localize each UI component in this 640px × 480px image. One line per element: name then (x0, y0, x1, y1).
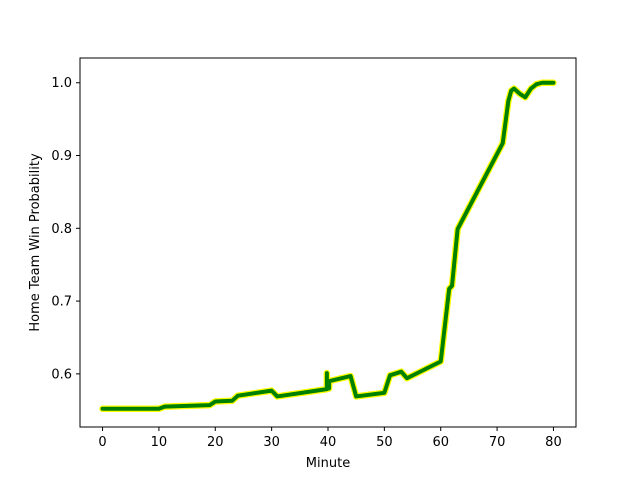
series-line-0 (100, 80, 556, 411)
x-tick-label: 40 (320, 435, 337, 450)
y-tick-label: 0.9 (51, 149, 72, 164)
x-tick-label: 60 (432, 435, 449, 450)
plot-area (80, 58, 576, 427)
y-axis: 0.6 0.7 0.8 0.9 1.0 (51, 76, 80, 382)
x-tick-label: 70 (489, 435, 506, 450)
x-tick-label: 50 (376, 435, 393, 450)
y-tick-label: 0.7 (51, 295, 72, 310)
y-tick-label: 0.6 (51, 367, 72, 382)
x-tick-label: 20 (207, 435, 224, 450)
y-axis-label: Home Team Win Probability (28, 153, 43, 332)
x-tick-label: 80 (545, 435, 562, 450)
x-tick-label: 30 (263, 435, 280, 450)
x-axis-label: Minute (306, 456, 350, 471)
x-axis: 0 10 20 30 40 50 60 70 80 (98, 427, 562, 450)
series-layer (99, 79, 557, 413)
y-tick-label: 0.8 (51, 222, 72, 237)
x-tick-label: 10 (151, 435, 168, 450)
y-tick-label: 1.0 (51, 76, 72, 91)
x-tick-label: 0 (98, 435, 106, 450)
